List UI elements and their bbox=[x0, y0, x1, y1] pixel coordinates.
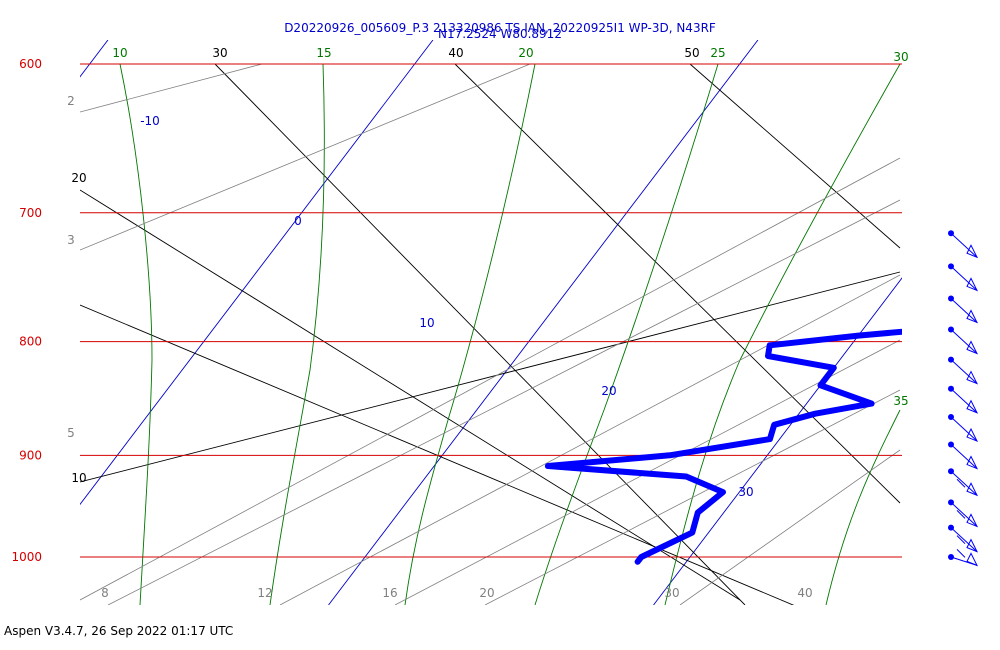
moist-adiabat-label: 30 bbox=[893, 50, 908, 64]
dry-adiabat-label: 10 bbox=[71, 471, 86, 485]
moist-adiabat-line bbox=[404, 63, 536, 605]
wind-barb-staff bbox=[950, 502, 978, 527]
wind-barb-half-flag bbox=[956, 510, 966, 519]
mixing-ratio-label: 5 bbox=[67, 426, 75, 440]
wind-barb-flag bbox=[966, 427, 979, 442]
dry-adiabat-line bbox=[80, 304, 795, 605]
wind-barb-flag bbox=[966, 277, 979, 292]
wind-barb-flag bbox=[966, 309, 979, 324]
moist-adiabat-line bbox=[534, 63, 719, 605]
mixing-ratio-line bbox=[484, 389, 901, 605]
isotherm-line bbox=[653, 277, 902, 605]
wind-barb bbox=[948, 549, 979, 567]
isotherm-label: 0 bbox=[294, 214, 302, 228]
moist-adiabat-line bbox=[269, 63, 325, 605]
wind-barb-half-flag bbox=[956, 478, 966, 488]
chart-header-title: D20220926_005609_P.3 213320986 TS IAN, 2… bbox=[284, 21, 716, 35]
dry-adiabat-line bbox=[214, 63, 746, 605]
mixing-ratio-label: 12 bbox=[257, 586, 272, 600]
pressure-label: 800 bbox=[19, 335, 42, 349]
pressure-label: 900 bbox=[19, 448, 42, 462]
mixing-ratio-line bbox=[679, 449, 901, 605]
mixing-ratio-label: 2 bbox=[67, 94, 75, 108]
wind-barb-staff bbox=[950, 470, 978, 496]
mixing-ratio-line bbox=[80, 63, 263, 113]
wind-barb-flag bbox=[966, 552, 979, 567]
pressure-label: 700 bbox=[19, 206, 42, 220]
isotherm-line bbox=[80, 40, 434, 506]
mixing-ratio-label: 40 bbox=[797, 586, 812, 600]
dry-adiabat-label: 40 bbox=[448, 46, 463, 60]
mixing-ratio-label: 8 bbox=[101, 586, 109, 600]
pressure-label: 600 bbox=[19, 57, 42, 71]
wind-barb bbox=[948, 295, 979, 324]
wind-barb bbox=[948, 524, 979, 553]
dry-adiabat-label: 50 bbox=[684, 46, 699, 60]
wind-barb-staff bbox=[950, 232, 978, 258]
dry-adiabat-line bbox=[454, 63, 901, 504]
wind-barb-flag bbox=[966, 370, 979, 385]
dry-adiabat-line bbox=[80, 271, 901, 483]
wind-barb-staff bbox=[950, 388, 978, 414]
wind-barb bbox=[948, 263, 979, 292]
wind-barb-staff bbox=[950, 444, 978, 469]
wind-barb-staff bbox=[950, 266, 978, 291]
isotherm-line bbox=[979, 40, 1000, 605]
dewpoint-profile-line bbox=[544, 328, 902, 565]
chart-header-location: N17.2524 W80.8912 bbox=[438, 27, 562, 41]
wind-barb-staff bbox=[950, 416, 978, 442]
wind-barb-half-flag bbox=[956, 549, 966, 558]
dry-adiabat-label: 30 bbox=[212, 46, 227, 60]
wind-barb bbox=[948, 414, 979, 442]
pressure-label: 1000 bbox=[11, 550, 42, 564]
moist-adiabat-line bbox=[119, 63, 153, 605]
dry-adiabat-line bbox=[80, 189, 741, 601]
wind-barb-staff bbox=[950, 298, 978, 323]
moist-adiabat-label: 10 bbox=[112, 46, 127, 60]
dry-adiabat-line bbox=[689, 63, 901, 249]
mixing-ratio-line bbox=[80, 157, 901, 601]
moist-adiabat-label: 15 bbox=[316, 46, 331, 60]
isotherm-line bbox=[328, 40, 759, 605]
wind-barb-staff bbox=[950, 527, 978, 552]
wind-barb-staff bbox=[950, 359, 978, 384]
mixing-ratio-line bbox=[107, 199, 901, 605]
isotherm-label: 30 bbox=[738, 485, 753, 499]
wind-barb-flag bbox=[966, 399, 979, 414]
wind-barb-flag bbox=[966, 482, 979, 497]
wind-barb-flag bbox=[966, 513, 979, 528]
isotherm-label: -10 bbox=[140, 114, 160, 128]
mixing-ratio-line bbox=[80, 63, 531, 251]
mixing-ratio-label: 30 bbox=[664, 586, 679, 600]
moist-adiabat-label: 20 bbox=[518, 46, 533, 60]
dry-adiabat-label: 20 bbox=[71, 171, 86, 185]
moist-adiabat-line bbox=[825, 409, 901, 605]
mixing-ratio-label: 20 bbox=[479, 586, 494, 600]
wind-barb bbox=[948, 468, 979, 497]
wind-barb-staff bbox=[950, 329, 978, 354]
wind-barb-flag bbox=[966, 340, 979, 355]
wind-barb bbox=[948, 356, 979, 385]
mixing-ratio-label: 16 bbox=[382, 586, 397, 600]
mixing-ratio-label: 3 bbox=[67, 233, 75, 247]
isotherm-line bbox=[80, 40, 109, 78]
wind-barb bbox=[948, 230, 979, 259]
wind-barb-flag bbox=[966, 538, 979, 553]
isotherm-label: 20 bbox=[601, 384, 616, 398]
wind-barb bbox=[948, 499, 979, 528]
footer-version: Aspen V3.4.7, 26 Sep 2022 01:17 UTC bbox=[4, 624, 234, 638]
mixing-ratio-line bbox=[279, 274, 901, 605]
wind-barb bbox=[948, 326, 979, 355]
wind-barb-flag bbox=[966, 455, 979, 470]
moist-adiabat-label: 25 bbox=[710, 46, 725, 60]
isotherm-label: 10 bbox=[419, 316, 434, 330]
temperature-profile-line bbox=[969, 237, 1000, 561]
moist-adiabat-label: 35 bbox=[893, 394, 908, 408]
wind-barb bbox=[948, 385, 979, 414]
wind-barb bbox=[948, 441, 979, 470]
wind-barb-flag bbox=[966, 244, 979, 259]
wind-barb-half-flag bbox=[956, 535, 966, 544]
